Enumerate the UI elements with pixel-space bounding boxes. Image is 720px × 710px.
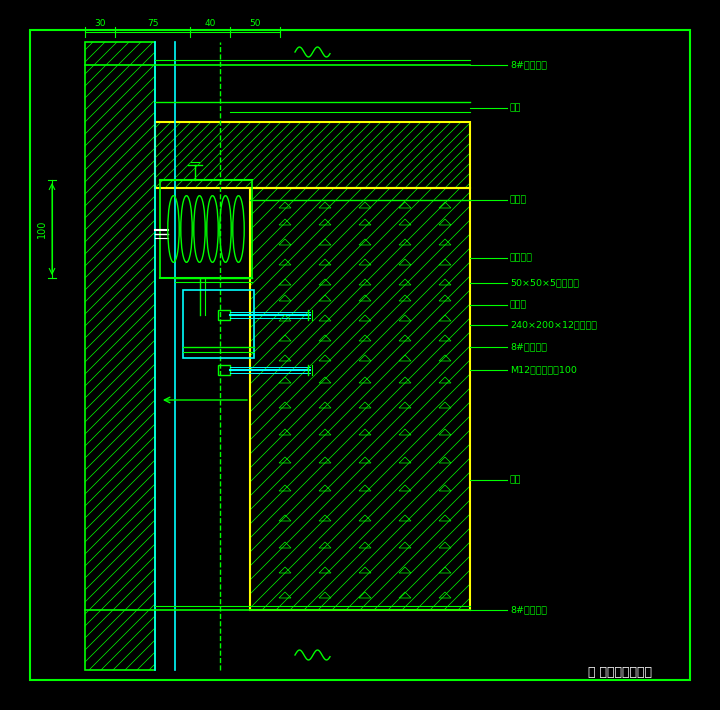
Text: 240×200×12镀锌钢板: 240×200×12镀锌钢板: [510, 320, 597, 329]
Text: 8#镀锌槽钢: 8#镀锌槽钢: [510, 60, 547, 70]
Bar: [218, 365, 230, 375]
Bar: [183, 290, 254, 358]
Text: 75: 75: [147, 18, 158, 28]
Text: 防火棉: 防火棉: [510, 195, 527, 204]
Text: 8#镀锌槽钢: 8#镀锌槽钢: [510, 342, 547, 351]
Text: 石材: 石材: [510, 476, 521, 484]
Text: 30: 30: [94, 18, 106, 28]
Bar: [250, 188, 470, 610]
Text: 📱 土木工程干货集: 📱 土木工程干货集: [588, 665, 652, 679]
Text: 楼面: 楼面: [510, 104, 521, 112]
Text: 50×50×5镀锌角钢: 50×50×5镀锌角钢: [510, 278, 579, 288]
Text: 镀锌铁板: 镀锌铁板: [510, 253, 533, 263]
Bar: [218, 310, 230, 320]
Bar: [85, 42, 155, 670]
Text: 防火胶: 防火胶: [510, 300, 527, 310]
Bar: [155, 122, 470, 188]
Text: 40: 40: [204, 18, 216, 28]
Text: M12膨胀螺栓长100: M12膨胀螺栓长100: [510, 366, 577, 374]
Bar: [160, 180, 252, 278]
Text: 100: 100: [37, 220, 47, 238]
Text: 50: 50: [249, 18, 261, 28]
Text: 8#镀锌槽钢: 8#镀锌槽钢: [510, 606, 547, 614]
